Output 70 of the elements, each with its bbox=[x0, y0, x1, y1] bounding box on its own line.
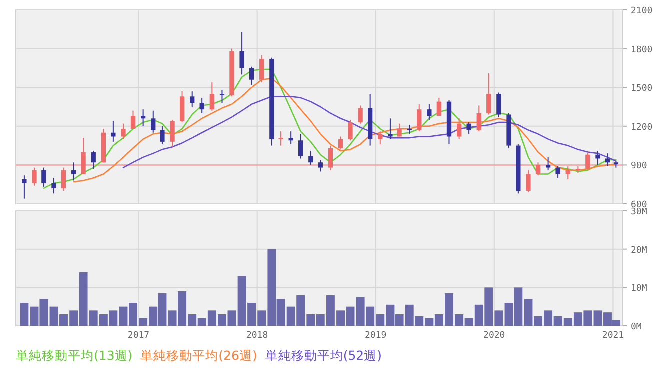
candlestick bbox=[546, 156, 551, 171]
bar bbox=[20, 303, 29, 326]
candlestick bbox=[140, 109, 146, 127]
candlestick bbox=[130, 110, 136, 130]
candlestick bbox=[190, 90, 195, 108]
text: 単純移動平均(26週) bbox=[140, 348, 258, 363]
x-tick-label: 2020 bbox=[484, 331, 506, 341]
y-tick-label: 20M bbox=[631, 246, 648, 256]
candlestick bbox=[605, 153, 610, 167]
candlestick bbox=[288, 131, 294, 146]
y-tick-label: 900 bbox=[631, 162, 648, 172]
candlestick bbox=[32, 167, 37, 186]
candlestick bbox=[436, 97, 442, 117]
candlestick bbox=[496, 92, 502, 118]
candlestick bbox=[536, 162, 541, 176]
line-series bbox=[122, 96, 617, 168]
candlestick bbox=[210, 82, 214, 112]
candlestick bbox=[111, 120, 116, 142]
y-tick-label: 1500 bbox=[631, 84, 653, 94]
candlestick bbox=[566, 166, 570, 180]
y-tick-label: 1200 bbox=[631, 122, 653, 133]
candlestick bbox=[397, 123, 402, 138]
y-tick-label: 2100 bbox=[631, 6, 653, 16]
candlestick bbox=[318, 160, 323, 172]
candlestick bbox=[466, 122, 472, 135]
candlestick bbox=[170, 119, 175, 148]
y-tick-label: 30M bbox=[631, 208, 648, 218]
candlestick bbox=[388, 118, 393, 140]
candlestick bbox=[338, 136, 344, 150]
x-tick-label: 2019 bbox=[365, 331, 387, 341]
y-tick-label: 10M bbox=[631, 284, 648, 294]
candlestick bbox=[260, 54, 264, 83]
candlestick bbox=[200, 97, 204, 114]
candlestick bbox=[22, 175, 27, 200]
candlestick bbox=[160, 126, 165, 146]
candlestick bbox=[417, 104, 422, 132]
candlestick bbox=[249, 66, 254, 86]
candlestick bbox=[61, 167, 66, 192]
candlestick bbox=[71, 162, 76, 182]
candlestick bbox=[42, 167, 46, 188]
candlestick bbox=[298, 134, 304, 160]
candlestick bbox=[328, 145, 334, 171]
candlestick bbox=[348, 119, 353, 142]
candlestick bbox=[91, 150, 96, 170]
candlestick bbox=[121, 123, 126, 140]
candlestick bbox=[596, 150, 600, 166]
candlestick bbox=[358, 105, 363, 124]
candlestick bbox=[378, 131, 383, 146]
candlestick bbox=[586, 152, 590, 171]
candlestick bbox=[486, 72, 492, 116]
candlestick bbox=[526, 170, 531, 193]
y-tick-label: 1800 bbox=[631, 45, 653, 56]
candlestick bbox=[81, 138, 86, 175]
x-tick-label: 2017 bbox=[128, 331, 150, 341]
x-tick-label: 2021 bbox=[602, 331, 624, 341]
candlestick bbox=[556, 166, 560, 179]
candlestick bbox=[52, 178, 56, 194]
candlestick bbox=[476, 105, 482, 132]
candlestick bbox=[278, 131, 284, 146]
candlestick bbox=[308, 150, 314, 166]
text: 単純移動平均(13週) bbox=[16, 348, 133, 363]
candlestick bbox=[151, 110, 156, 134]
y-tick-label: 0M bbox=[631, 322, 642, 332]
candlestick bbox=[427, 104, 432, 120]
candlestick bbox=[456, 118, 462, 140]
candlestick bbox=[220, 90, 225, 104]
candlestick bbox=[240, 31, 244, 76]
text: 単純移動平均(52週) bbox=[265, 348, 382, 363]
x-tick-label: 2018 bbox=[246, 331, 268, 341]
candlestick bbox=[407, 124, 412, 135]
